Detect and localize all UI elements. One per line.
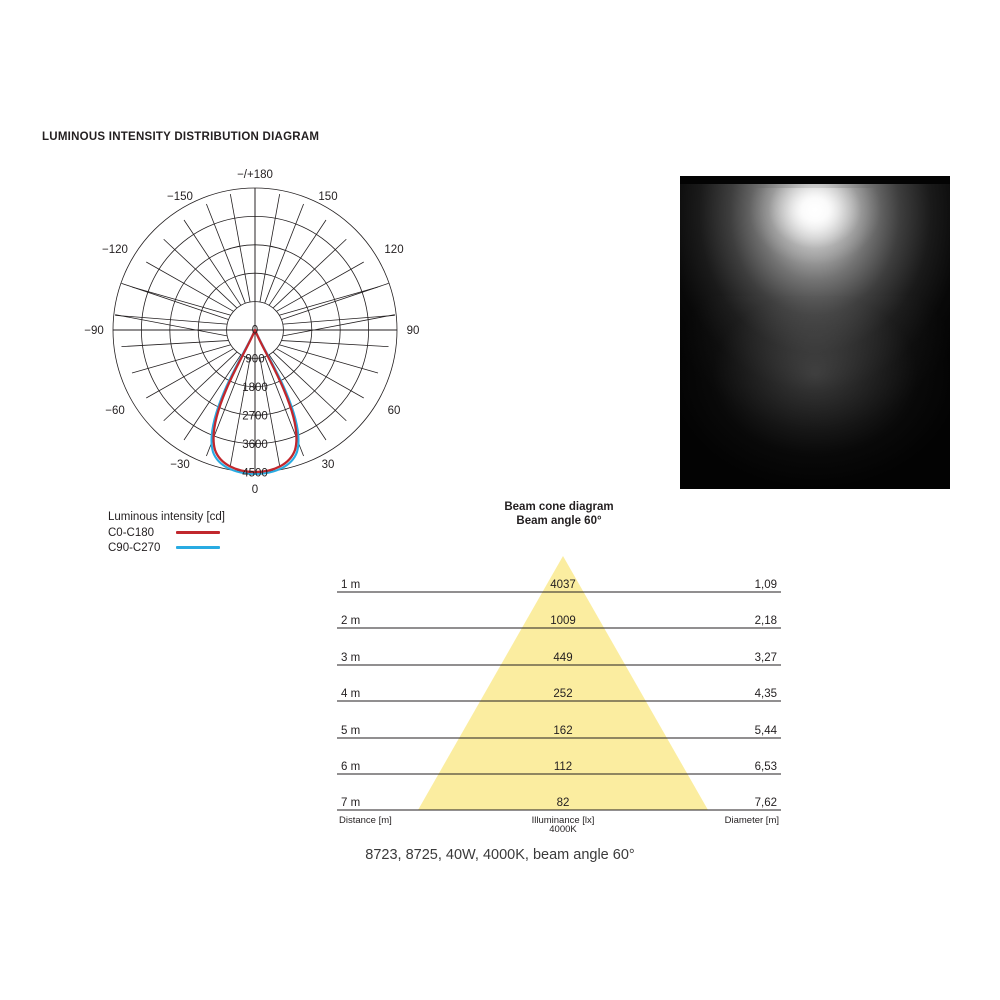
polar-angle-label-60: 60: [388, 405, 401, 417]
beam-diameter-2m: 2,18: [755, 615, 777, 627]
polar-angle-label-0: 0: [252, 484, 258, 496]
beam-cone-title: Beam cone diagram: [504, 501, 614, 513]
beam-diameter-6m: 6,53: [755, 761, 777, 773]
polar-angle-label-minus120: −120: [102, 244, 128, 256]
polar-angle-label-minus150: −150: [167, 191, 193, 203]
beam-illuminance-6m: 112: [554, 761, 572, 773]
beam-illuminance-7m: 82: [557, 797, 570, 809]
beam-distance-5m: 5 m: [341, 725, 360, 737]
legend-item-c0-c180: C0-C180: [108, 525, 348, 540]
beam-distance-6m: 6 m: [341, 761, 360, 773]
beam-cone-diagram: 1 m 4037 1,09 2 m 1009 2,18 3 m 449 3,27…: [337, 548, 781, 833]
beam-diameter-4m: 4,35: [755, 688, 777, 700]
beam-diameter-3m: 3,27: [755, 652, 777, 664]
polar-angle-label-180: −/+180: [237, 169, 273, 181]
beam-diameter-1m: 1,09: [755, 579, 777, 591]
beam-diameter-7m: 7,62: [755, 797, 777, 809]
polar-angle-label-minus60: −60: [105, 405, 125, 417]
beam-diameter-5m: 5,44: [755, 725, 778, 737]
polar-radial-label-2700: 2700: [242, 411, 268, 423]
beam-column-diameter: Diameter [m]: [725, 815, 779, 826]
legend-title: Luminous intensity [cd]: [108, 511, 225, 523]
legend-swatch-red: [176, 531, 220, 534]
beam-illuminance-3m: 449: [553, 652, 572, 664]
legend-item-label: C90-C270: [108, 541, 161, 554]
legend-swatch-cyan: [176, 546, 220, 549]
beam-column-distance: Distance [m]: [339, 815, 392, 826]
beam-distance-1m: 1 m: [341, 579, 360, 591]
beam-distance-3m: 3 m: [341, 652, 360, 664]
beam-row-labels: 1 m 4037 1,09 2 m 1009 2,18 3 m 449 3,27…: [341, 579, 778, 809]
polar-radial-label-900: 900: [245, 354, 264, 366]
beam-illuminance-4m: 252: [553, 688, 572, 700]
beam-illuminance-5m: 162: [553, 725, 572, 737]
polar-radial-label-3600: 3600: [242, 439, 268, 451]
beam-cone-svg: 1 m 4037 1,09 2 m 1009 2,18 3 m 449 3,27…: [337, 556, 781, 833]
polar-angle-label-minus90: −90: [84, 325, 104, 337]
polar-diagram-svg: 0 900 1800 2700 3600 4500 −/+180 −150 15…: [84, 169, 419, 496]
beam-cone-shape: [418, 556, 708, 810]
polar-angle-label-minus30: −30: [170, 459, 190, 471]
light-render-photo: [680, 176, 950, 489]
polar-angle-labels: −/+180 −150 150 −120 120 −90 90 −60 60 −…: [84, 169, 419, 496]
polar-radial-label-0: 0: [252, 325, 258, 337]
page-title: LUMINOUS INTENSITY DISTRIBUTION DIAGRAM: [42, 131, 320, 143]
glow-spill: [680, 296, 950, 489]
glow-hotspot: [740, 188, 890, 308]
polar-angle-label-30: 30: [322, 459, 335, 471]
beam-illuminance-1m: 4037: [550, 579, 576, 591]
polar-angle-label-90: 90: [407, 325, 420, 337]
beam-distance-4m: 4 m: [341, 688, 360, 700]
legend-item-label: C0-C180: [108, 526, 155, 539]
polar-radial-label-1800: 1800: [242, 382, 268, 394]
polar-diagram: 0 900 1800 2700 3600 4500 −/+180 −150 15…: [70, 160, 450, 510]
beam-illuminance-2m: 1009: [550, 615, 576, 627]
polar-radial-label-4500: 4500: [242, 468, 268, 480]
polar-angle-label-120: 120: [384, 244, 403, 256]
beam-cone-header: Beam cone diagram Beam angle 60°: [337, 500, 781, 528]
beam-column-headers: Distance [m] Illuminance [lx] 4000K Diam…: [339, 815, 779, 833]
polar-legend: Luminous intensity [cd] C0-C180 C90-C270: [108, 511, 348, 555]
polar-spokes: [113, 188, 397, 472]
beam-column-illuminance-cct: 4000K: [549, 824, 577, 833]
product-caption: 8723, 8725, 40W, 4000K, beam angle 60°: [365, 847, 635, 863]
beam-distance-7m: 7 m: [341, 797, 360, 809]
beam-angle-label: Beam angle 60°: [516, 515, 602, 527]
polar-radial-labels: 0 900 1800 2700 3600 4500: [242, 325, 268, 480]
polar-curve-c0-c180: [212, 328, 298, 474]
beam-distance-2m: 2 m: [341, 615, 360, 627]
beam-column-illuminance: Illuminance [lx]: [532, 815, 595, 826]
polar-angle-label-150: 150: [318, 191, 337, 203]
legend-item-c90-c270: C90-C270: [108, 540, 348, 555]
beam-rule-group: [337, 591, 781, 811]
